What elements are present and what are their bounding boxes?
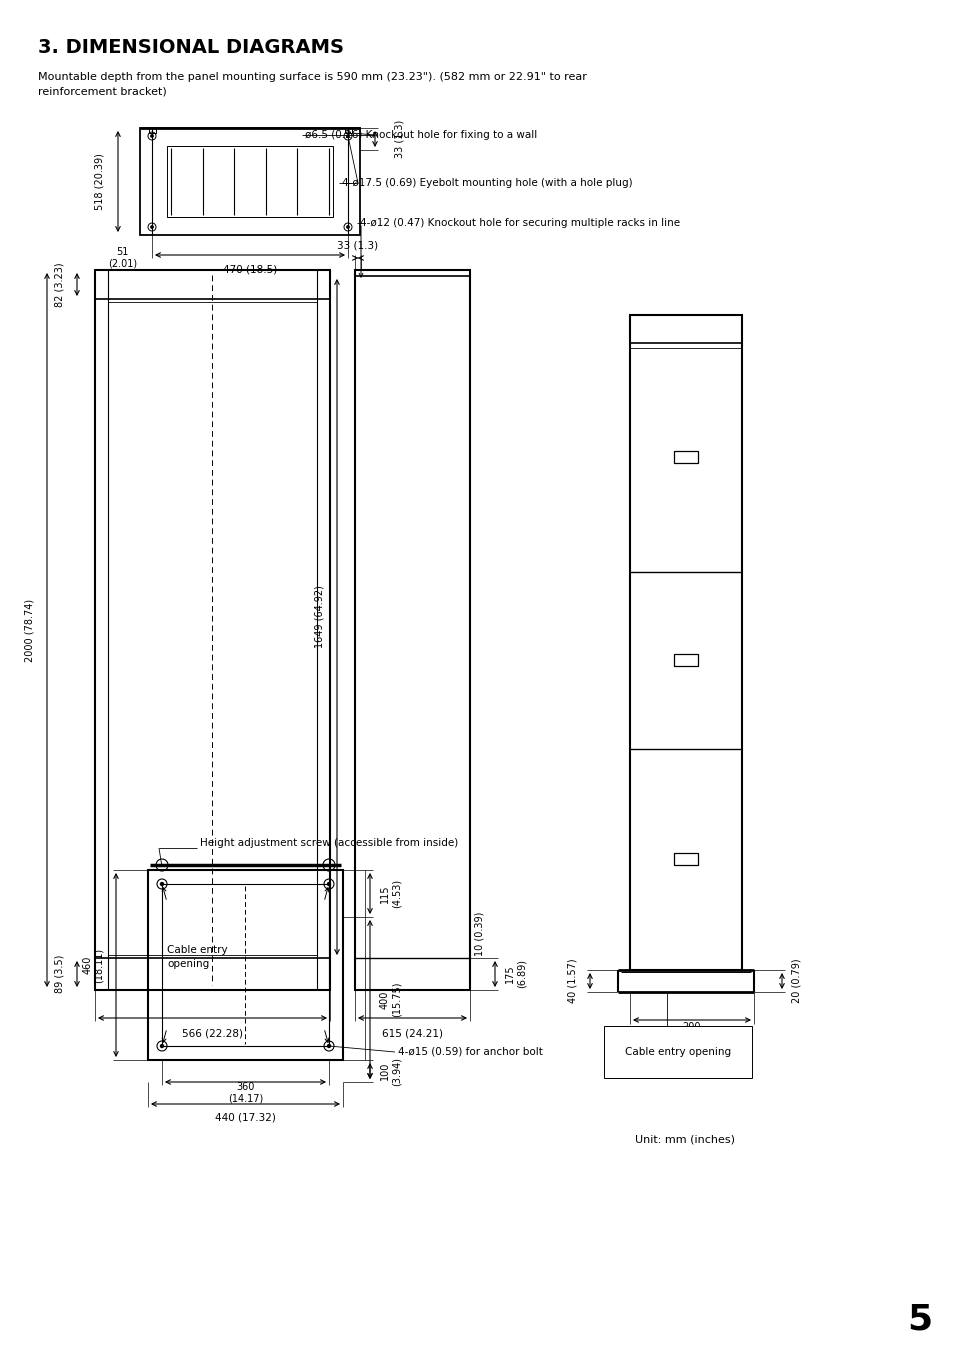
Bar <box>140 128 359 235</box>
Text: 4-ø17.5 (0.69) Eyebolt mounting hole (with a hole plug): 4-ø17.5 (0.69) Eyebolt mounting hole (wi… <box>341 178 632 188</box>
Text: 615 (24.21): 615 (24.21) <box>381 1028 442 1038</box>
Text: 40 (1.57): 40 (1.57) <box>567 959 578 1004</box>
Text: 3. DIMENSIONAL DIAGRAMS: 3. DIMENSIONAL DIAGRAMS <box>38 38 344 57</box>
Text: 51
(2.01): 51 (2.01) <box>108 247 137 269</box>
Bar <box>673 852 698 865</box>
Bar <box>629 315 741 970</box>
Text: 518 (20.39): 518 (20.39) <box>95 153 105 209</box>
Circle shape <box>151 135 153 138</box>
Text: ø6.5 (0.26) Knockout hole for fixing to a wall: ø6.5 (0.26) Knockout hole for fixing to … <box>305 130 537 141</box>
Text: Height adjustment screw (accessible from inside): Height adjustment screw (accessible from… <box>200 838 457 848</box>
Text: 100
(3.94): 100 (3.94) <box>379 1056 401 1085</box>
Text: 5: 5 <box>906 1302 932 1337</box>
Text: 82 (3.23): 82 (3.23) <box>55 262 65 307</box>
Circle shape <box>347 135 349 138</box>
Text: Cable entry opening: Cable entry opening <box>624 1047 730 1056</box>
Text: 566 (22.28): 566 (22.28) <box>182 1028 243 1038</box>
Circle shape <box>347 226 349 228</box>
Bar <box>162 884 329 1046</box>
Text: Unit: mm (inches): Unit: mm (inches) <box>635 1135 734 1146</box>
Bar <box>95 270 330 990</box>
Bar <box>345 128 352 132</box>
Text: 33 (1.3): 33 (1.3) <box>395 120 405 158</box>
Text: 2000 (78.74): 2000 (78.74) <box>25 598 35 662</box>
Text: 20 (0.79): 20 (0.79) <box>791 959 801 1004</box>
Circle shape <box>327 882 330 885</box>
Circle shape <box>151 226 153 228</box>
Text: 470 (18.5): 470 (18.5) <box>223 265 276 276</box>
Text: 4-ø12 (0.47) Knockout hole for securing multiple racks in line: 4-ø12 (0.47) Knockout hole for securing … <box>359 218 679 228</box>
Text: 89 (3.5): 89 (3.5) <box>55 955 65 993</box>
Bar <box>149 128 156 132</box>
Circle shape <box>160 882 163 885</box>
Text: 115
(4.53): 115 (4.53) <box>379 880 401 908</box>
Text: 360
(14.17): 360 (14.17) <box>228 1082 263 1104</box>
Text: 4-ø15 (0.59) for anchor bolt: 4-ø15 (0.59) for anchor bolt <box>397 1047 542 1056</box>
Text: 175
(6.89): 175 (6.89) <box>504 959 526 989</box>
Text: 1649 (64.92): 1649 (64.92) <box>314 585 325 648</box>
Circle shape <box>327 1044 330 1047</box>
Bar <box>167 146 333 218</box>
Text: Mountable depth from the panel mounting surface is 590 mm (23.23"). (582 mm or 2: Mountable depth from the panel mounting … <box>38 72 586 97</box>
Bar <box>355 270 470 990</box>
Bar <box>673 654 698 666</box>
Text: 200
(7.87): 200 (7.87) <box>677 1021 706 1043</box>
Bar <box>148 870 343 1061</box>
Text: 33 (1.3): 33 (1.3) <box>337 240 378 250</box>
Text: 460
(18.11): 460 (18.11) <box>82 947 104 982</box>
Text: 400
(15.75): 400 (15.75) <box>379 982 401 1017</box>
Text: Cable entry
opening: Cable entry opening <box>167 946 228 969</box>
Text: 10 (0.39): 10 (0.39) <box>475 912 484 957</box>
Bar <box>673 451 698 463</box>
Text: 440 (17.32): 440 (17.32) <box>214 1112 275 1121</box>
Circle shape <box>160 1044 163 1047</box>
